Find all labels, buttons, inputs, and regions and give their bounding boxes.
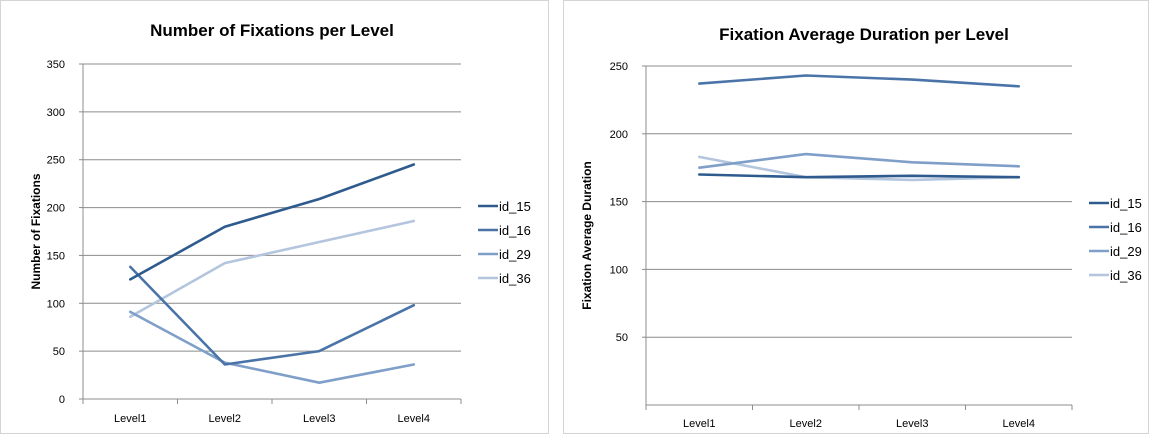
y-axis-label: Fixation Average Duration bbox=[580, 161, 594, 309]
y-tick-label: 250 bbox=[610, 61, 628, 73]
chart-title: Fixation Average Duration per Level bbox=[719, 25, 1009, 44]
x-tick-label: Level4 bbox=[398, 413, 430, 425]
chart-frame bbox=[0, 0, 549, 434]
x-tick-label: Level1 bbox=[114, 413, 146, 425]
fixations-chart: 0 50 100 150 200 250 300 350 Level1 Level2 Level3 L… bbox=[0, 0, 549, 434]
y-tick-label: 150 bbox=[610, 197, 628, 209]
legend-label: id_36 bbox=[499, 271, 531, 286]
legend-label: id_29 bbox=[499, 247, 531, 262]
legend-label: id_29 bbox=[1110, 244, 1142, 259]
x-tick-label: Level2 bbox=[790, 418, 822, 430]
series-line-id_15 bbox=[698, 173, 1021, 179]
fixations-chart-panel: 0 50 100 150 200 250 300 350 Level1 Level2 Level3 L… bbox=[0, 0, 549, 434]
x-tick-label: Level3 bbox=[896, 418, 928, 430]
y-axis-label: Number of Fixations bbox=[29, 173, 43, 289]
y-tick-label: 0 bbox=[59, 394, 65, 406]
duration-chart-panel: 50 100 150 200 250 Level1 Level2 Level3 Level4 Fi… bbox=[563, 0, 1149, 434]
series-line-id_29 bbox=[698, 152, 1021, 169]
legend-label: id_15 bbox=[1110, 196, 1142, 211]
x-tick-label: Level3 bbox=[303, 413, 335, 425]
series-line-id_16 bbox=[129, 265, 416, 366]
y-tick-label: 150 bbox=[47, 250, 65, 262]
chart-frame bbox=[563, 0, 1149, 434]
series-line-id_16 bbox=[698, 74, 1021, 88]
series-line-id_29 bbox=[129, 310, 416, 385]
legend-label: id_36 bbox=[1110, 268, 1142, 283]
series-line-id_36 bbox=[129, 219, 416, 319]
y-tick-label: 300 bbox=[47, 107, 65, 119]
chart-title: Number of Fixations per Level bbox=[150, 21, 394, 40]
y-tick-label: 200 bbox=[610, 129, 628, 141]
series-line-id_36 bbox=[698, 155, 1021, 182]
y-tick-label: 50 bbox=[616, 332, 628, 344]
y-tick-label: 100 bbox=[47, 298, 65, 310]
y-tick-label: 50 bbox=[53, 346, 65, 358]
x-tick-label: Level2 bbox=[209, 413, 241, 425]
y-tick-label: 100 bbox=[610, 264, 628, 276]
legend-label: id_16 bbox=[1110, 220, 1142, 235]
y-tick-label: 250 bbox=[47, 155, 65, 167]
series-line-id_15 bbox=[129, 163, 416, 281]
y-tick-label: 350 bbox=[47, 59, 65, 71]
x-tick-label: Level4 bbox=[1003, 418, 1035, 430]
y-tick-label: 200 bbox=[47, 203, 65, 215]
x-tick-label: Level1 bbox=[683, 418, 715, 430]
legend-label: id_16 bbox=[499, 223, 531, 238]
legend-label: id_15 bbox=[499, 199, 531, 214]
duration-chart: 50 100 150 200 250 Level1 Level2 Level3 Level4 Fi… bbox=[563, 0, 1149, 434]
